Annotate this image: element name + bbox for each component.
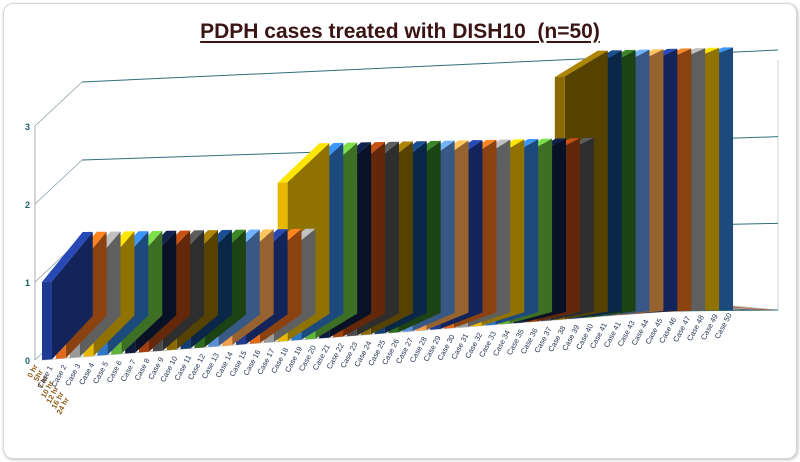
- y-tick-label: 2: [25, 200, 30, 210]
- bar-top: [554, 50, 608, 78]
- chart-title: PDPH cases treated with DISH10 (n=50): [200, 20, 600, 43]
- y-tick-label: 3: [25, 122, 30, 132]
- bar-front: [42, 281, 52, 360]
- y-tick-label: 1: [25, 278, 30, 288]
- bar-top: [277, 143, 330, 183]
- bar-side: [51, 231, 93, 360]
- gridline-side: [34, 159, 83, 205]
- bar-top: [42, 231, 93, 282]
- y-tick-label: 0: [25, 356, 30, 366]
- bar-slab-zero: [721, 306, 775, 311]
- gridline-side: [34, 81, 83, 127]
